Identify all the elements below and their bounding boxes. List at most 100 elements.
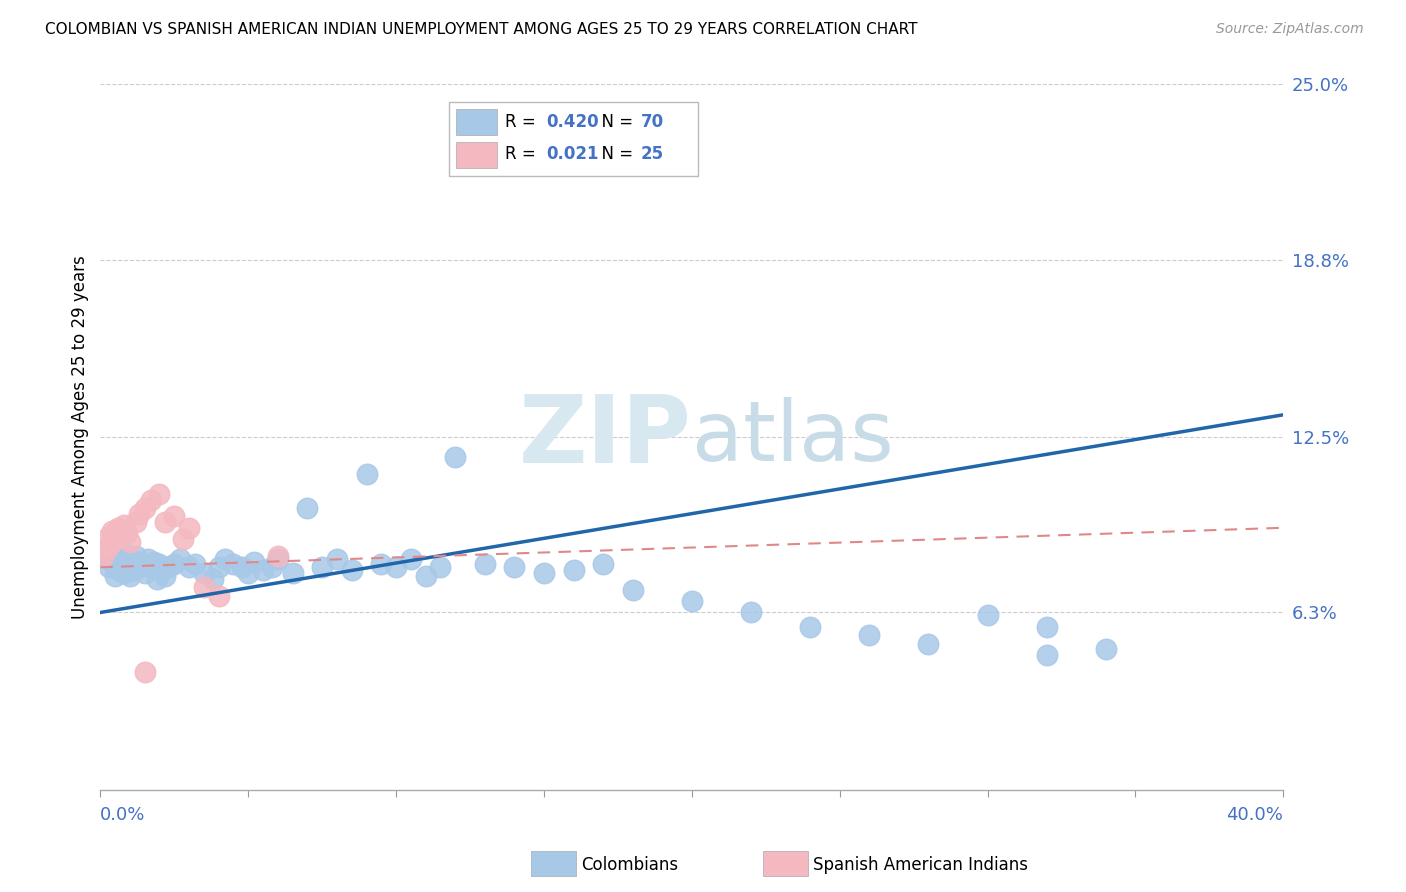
Point: [238, 566, 260, 580]
Point: [214, 551, 236, 566]
Point: [184, 558, 207, 572]
Text: 40.0%: 40.0%: [1226, 805, 1284, 824]
Point: [98, 560, 121, 574]
Point: [110, 551, 132, 566]
Point: [356, 467, 378, 482]
Text: atlas: atlas: [692, 397, 894, 478]
Point: [139, 492, 162, 507]
Text: 70: 70: [641, 113, 664, 131]
Point: [297, 501, 319, 516]
Point: [104, 568, 127, 582]
Text: N =: N =: [592, 113, 638, 131]
Text: N =: N =: [592, 145, 638, 163]
Point: [326, 551, 349, 566]
Point: [104, 543, 127, 558]
Text: R =: R =: [505, 145, 541, 163]
Point: [107, 563, 129, 577]
Point: [799, 619, 821, 633]
Point: [163, 558, 186, 572]
Point: [118, 551, 141, 566]
Point: [98, 529, 121, 543]
Text: R =: R =: [505, 113, 541, 131]
Point: [193, 566, 215, 580]
Text: Colombians: Colombians: [581, 856, 678, 874]
Point: [148, 487, 170, 501]
Point: [104, 532, 127, 546]
Point: [740, 606, 762, 620]
Point: [163, 509, 186, 524]
Point: [139, 560, 162, 574]
Point: [128, 560, 150, 574]
FancyBboxPatch shape: [457, 142, 496, 168]
Point: [91, 549, 114, 563]
Point: [592, 558, 614, 572]
Point: [134, 501, 156, 516]
Point: [134, 566, 156, 580]
Point: [136, 551, 159, 566]
Point: [96, 549, 118, 563]
Point: [208, 589, 231, 603]
Point: [112, 566, 135, 580]
Point: [169, 551, 191, 566]
Point: [415, 568, 437, 582]
Text: 0.0%: 0.0%: [100, 805, 146, 824]
Point: [917, 636, 939, 650]
Point: [128, 555, 150, 569]
Point: [128, 507, 150, 521]
Point: [281, 566, 304, 580]
Point: [101, 524, 124, 538]
Point: [155, 515, 177, 529]
Point: [1094, 642, 1116, 657]
Point: [267, 551, 290, 566]
Text: 25: 25: [641, 145, 664, 163]
Point: [370, 558, 392, 572]
Point: [155, 568, 177, 582]
Y-axis label: Unemployment Among Ages 25 to 29 years: Unemployment Among Ages 25 to 29 years: [72, 255, 89, 619]
Text: 0.021: 0.021: [547, 145, 599, 163]
Point: [96, 543, 118, 558]
Point: [1035, 648, 1057, 662]
Point: [107, 521, 129, 535]
Point: [340, 563, 363, 577]
Point: [1035, 619, 1057, 633]
Point: [98, 538, 121, 552]
Point: [122, 563, 145, 577]
Point: [429, 560, 451, 574]
Text: ZIP: ZIP: [519, 392, 692, 483]
Text: COLOMBIAN VS SPANISH AMERICAN INDIAN UNEMPLOYMENT AMONG AGES 25 TO 29 YEARS CORR: COLOMBIAN VS SPANISH AMERICAN INDIAN UNE…: [45, 22, 918, 37]
FancyBboxPatch shape: [457, 109, 496, 136]
Point: [101, 555, 124, 569]
Point: [201, 572, 224, 586]
Text: 0.420: 0.420: [547, 113, 599, 131]
Point: [621, 582, 644, 597]
Point: [152, 563, 174, 577]
Point: [125, 549, 148, 563]
Point: [976, 608, 998, 623]
Point: [562, 563, 585, 577]
Point: [125, 515, 148, 529]
Point: [122, 558, 145, 572]
Point: [112, 546, 135, 560]
Point: [134, 665, 156, 679]
Point: [231, 560, 253, 574]
Point: [115, 560, 138, 574]
Point: [503, 560, 526, 574]
FancyBboxPatch shape: [450, 102, 697, 177]
Text: Source: ZipAtlas.com: Source: ZipAtlas.com: [1216, 22, 1364, 37]
Point: [110, 558, 132, 572]
Point: [131, 558, 153, 572]
Point: [157, 560, 180, 574]
Point: [172, 532, 194, 546]
Point: [177, 560, 200, 574]
Point: [193, 580, 215, 594]
Point: [474, 558, 496, 572]
Point: [260, 560, 283, 574]
Point: [444, 450, 467, 465]
Point: [118, 568, 141, 582]
Text: Spanish American Indians: Spanish American Indians: [813, 856, 1028, 874]
Point: [177, 521, 200, 535]
Point: [399, 551, 422, 566]
Point: [101, 534, 124, 549]
Point: [222, 558, 245, 572]
Point: [681, 594, 703, 608]
